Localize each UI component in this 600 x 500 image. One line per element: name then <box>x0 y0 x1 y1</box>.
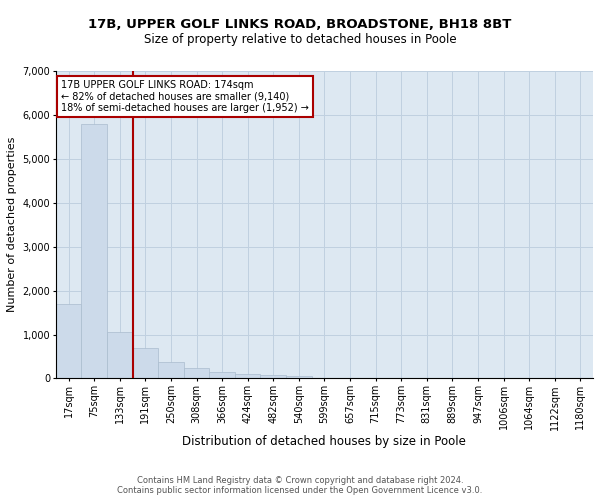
Bar <box>133 348 158 378</box>
Bar <box>260 375 286 378</box>
Text: Contains public sector information licensed under the Open Government Licence v3: Contains public sector information licen… <box>118 486 482 495</box>
Y-axis label: Number of detached properties: Number of detached properties <box>7 137 17 312</box>
Bar <box>209 372 235 378</box>
Bar <box>235 374 260 378</box>
Text: Contains HM Land Registry data © Crown copyright and database right 2024.: Contains HM Land Registry data © Crown c… <box>137 476 463 485</box>
X-axis label: Distribution of detached houses by size in Poole: Distribution of detached houses by size … <box>182 435 466 448</box>
Bar <box>184 368 209 378</box>
Bar <box>56 304 82 378</box>
Bar <box>107 332 133 378</box>
Bar <box>82 124 107 378</box>
Text: Size of property relative to detached houses in Poole: Size of property relative to detached ho… <box>143 32 457 46</box>
Text: 17B, UPPER GOLF LINKS ROAD, BROADSTONE, BH18 8BT: 17B, UPPER GOLF LINKS ROAD, BROADSTONE, … <box>88 18 512 30</box>
Bar <box>158 362 184 378</box>
Text: 17B UPPER GOLF LINKS ROAD: 174sqm
← 82% of detached houses are smaller (9,140)
1: 17B UPPER GOLF LINKS ROAD: 174sqm ← 82% … <box>61 80 309 114</box>
Bar <box>286 376 311 378</box>
